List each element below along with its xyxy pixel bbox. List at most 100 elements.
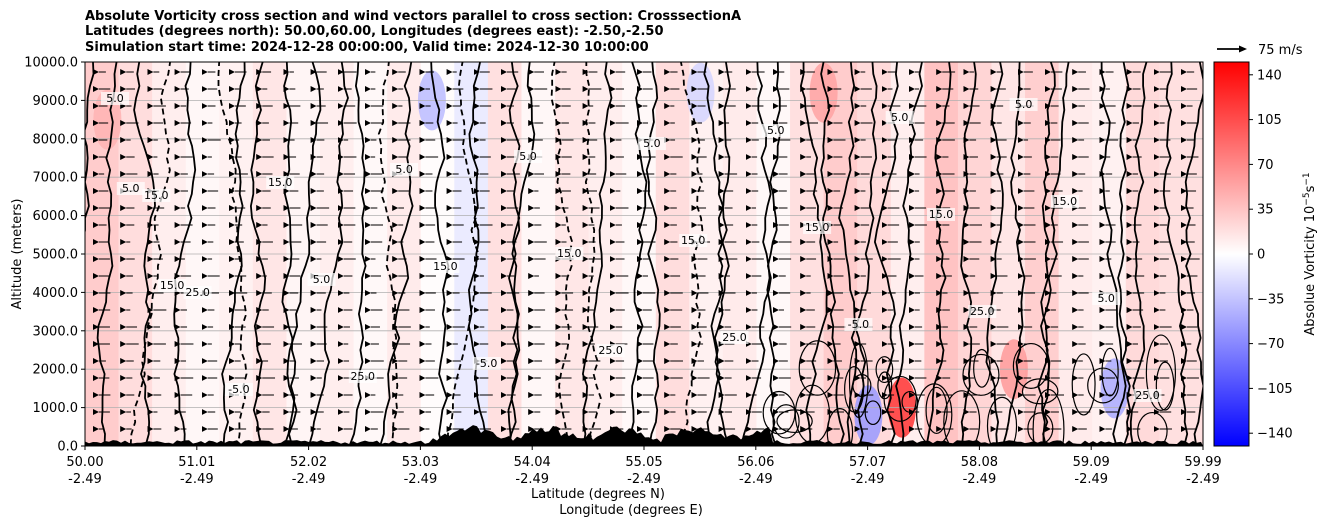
contour-label-bg [224,383,253,396]
colorbar-label: Absolue Vorticity 10−5s−1 [1302,172,1318,335]
x-tick-label-lon: -2.49 [292,472,326,487]
contour-label-bg [1133,389,1162,402]
contour-loop [877,371,893,400]
contour-loop [826,408,854,446]
contour-label: 5.0 [1097,292,1115,305]
contour-label-bg [885,111,914,124]
contour-line [85,62,95,255]
contour-line [133,62,156,446]
x-tick-label-lat: 57.07 [849,455,886,470]
terrain-silhouette [85,425,1203,446]
wind-vectors [93,69,1200,432]
contour-line [925,62,952,446]
contour-label: 5.0 [767,124,785,137]
x-tick-label-lat: 58.08 [961,455,998,470]
contour-labels: 5.015.025.0-5.015.05.025.05.015.0-5.05.0… [101,92,1162,402]
contour-label-bg [431,260,460,273]
contour-line [799,62,828,446]
plot-area: 5.015.025.0-5.015.05.025.05.015.0-5.05.0… [85,62,1203,446]
contour-label: -5.0 [228,383,249,396]
y-axis: 0.0 1000.0 2000.0 3000.0 4000.0 5000.0 6000.0 7… [24,56,85,455]
contour-loop [973,348,991,388]
wind-key-arrowhead [1239,45,1247,53]
x-tick-label-lon: -2.49 [1186,472,1220,487]
x-axis-label-line-1: Latitude (degrees N) [531,487,665,502]
y-tick-label: 1000.0 [33,401,79,416]
contour-label-bg [844,318,873,331]
x-tick-label-lon: -2.49 [515,472,549,487]
y-tick-label: 6000.0 [33,209,79,224]
contour-line [985,62,1004,446]
contour-line [706,62,731,446]
y-tick-label: 2000.0 [33,363,79,378]
contour-label: 25.0 [722,331,747,344]
contour-label-bg [1092,292,1121,305]
chart-title-line-1: Absolute Vorticity cross section and win… [85,9,742,24]
x-tick-label-lon: -2.49 [1074,472,1108,487]
contour-label-bg [679,234,708,247]
contour-label: 5.0 [519,150,537,163]
contour-line [1001,62,1026,446]
contour-label: 15.0 [144,189,169,202]
contour-label: 15.0 [160,279,185,292]
y-tick-label: 3000.0 [33,324,79,339]
contour-label-bg [307,273,336,286]
y-tick-label: 8000.0 [33,132,79,147]
x-tick-label-lat: 55.05 [625,455,662,470]
contour-loop [962,353,1000,396]
contour-label: 15.0 [557,247,582,260]
contour-loop [1021,378,1059,405]
contour-line [1040,62,1056,446]
contour-label: 25.0 [351,370,376,383]
contour-loop [986,396,1018,446]
y-tick-label: 7000.0 [33,171,79,186]
contour-loop [1101,347,1119,397]
contour-label: 25.0 [970,305,995,318]
contour-label-bg [348,370,377,383]
contour-line [645,62,661,446]
contour-label-bg [927,208,955,221]
x-tick-label-lon: -2.49 [627,472,661,487]
contour-loop [844,365,865,413]
contour-loop [1071,353,1096,416]
contour-label: 5.0 [122,182,140,195]
colorbar-tick-label: 140 [1257,68,1282,83]
contour-label-bg [390,163,419,176]
contour-loop [1137,411,1168,446]
wind-key-label: 75 m/s [1258,43,1303,58]
contour-line [1117,62,1132,446]
x-tick-label-lon: -2.49 [739,472,773,487]
x-tick-label-lat: 50.00 [66,455,103,470]
contour-loop [1087,367,1119,404]
contour-line [308,62,349,446]
contour-line [249,62,267,446]
contour-label-bg [514,150,542,163]
contour-label: 5.0 [395,163,413,176]
contour-label-bg [472,357,501,370]
chart-title-line-2: Latitudes (degrees north): 50.00,60.00, … [85,24,664,39]
contour-loop [875,356,894,384]
contour-loop [1145,334,1177,411]
colorbar-tick-label: 70 [1257,158,1274,173]
contour-loop [776,409,813,434]
contour-line [679,62,704,446]
contour-label: 15.0 [268,176,293,189]
contour-line [430,62,450,446]
colorbar-ticks: 140 105 70 35 0 −35 −70 −105 −140 [1249,68,1293,442]
contour-line [507,62,521,446]
y-tick-label: 0.0 [57,440,78,455]
x-tick-label-lat: 52.02 [290,455,327,470]
contour-line [1129,62,1148,446]
contour-label: 5.0 [313,273,331,286]
contour-line [820,62,845,446]
y-tick-label: 5000.0 [33,248,79,263]
contour-loop [1155,361,1175,411]
contour-loop [943,390,981,446]
contour-line [629,62,648,446]
contour-line [873,62,899,446]
contour-line [1162,62,1189,446]
contour-loop [864,400,882,426]
colorbar-tick-label: −140 [1257,427,1293,442]
x-axis-label-line-2: Longitude (degrees E) [559,503,703,518]
contour-line [129,62,172,446]
